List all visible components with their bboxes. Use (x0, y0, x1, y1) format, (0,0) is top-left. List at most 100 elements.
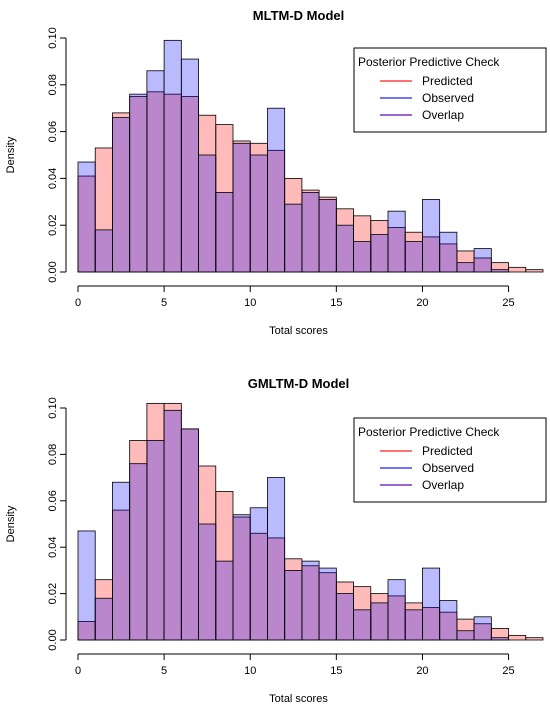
y-tick-label: 0.04 (47, 168, 59, 189)
y-tick-label: 0.08 (47, 444, 59, 465)
x-tick-label: 0 (75, 665, 81, 677)
bar-observed-3 (129, 93, 148, 273)
bar-observed-12 (284, 203, 303, 273)
bar-observed-5 (163, 39, 182, 273)
histogram-bars (77, 39, 544, 273)
x-axis: 0 5 10 15 20 25 (75, 653, 515, 677)
mltm-d-panel: MLTM-D Model Total scores Density 0 5 10 15… (5, 8, 547, 337)
bar-observed-9 (232, 514, 251, 641)
legend-entry-overlap: Overlap (422, 478, 464, 492)
bar-observed-14 (318, 199, 337, 273)
bar-observed-20 (422, 567, 441, 641)
bar-predicted-26 (525, 637, 544, 641)
bar-observed-23 (473, 616, 492, 641)
x-tick-label: 15 (330, 297, 342, 309)
bar-observed-7 (198, 154, 217, 273)
bar-observed-24 (490, 269, 509, 273)
x-tick-label: 20 (416, 665, 428, 677)
x-tick-label: 20 (416, 297, 428, 309)
bar-observed-17 (370, 234, 389, 273)
legend-entry-predicted: Predicted (422, 444, 473, 458)
bar-observed-6 (180, 428, 199, 641)
legend-entry-overlap: Overlap (422, 108, 464, 122)
bar-observed-3 (129, 463, 148, 641)
bar-observed-21 (439, 231, 458, 273)
bar-observed-2 (112, 481, 131, 641)
y-tick-label: 0.10 (47, 397, 59, 418)
bar-observed-24 (490, 637, 509, 641)
legend-title: Posterior Predictive Check (358, 55, 500, 69)
chart-title: GMLTM-D Model (248, 376, 350, 391)
legend-box (353, 417, 547, 503)
y-tick-label: 0.04 (47, 536, 59, 557)
y-tick-label: 0.02 (47, 214, 59, 235)
x-tick-label: 25 (502, 297, 514, 309)
bar-observed-10 (249, 154, 268, 273)
legend-title: Posterior Predictive Check (358, 425, 500, 439)
bar-observed-20 (422, 199, 441, 273)
y-axis: 0.00 0.02 0.04 0.06 0.08 0.10 (47, 27, 67, 283)
y-axis: 0.00 0.02 0.04 0.06 0.08 0.10 (47, 397, 67, 651)
y-tick-label: 0.08 (47, 74, 59, 95)
bar-observed-12 (284, 570, 303, 641)
y-tick-label: 0.06 (47, 121, 59, 142)
bar-observed-4 (146, 70, 165, 273)
bar-observed-22 (456, 262, 475, 273)
bar-predicted-25 (508, 634, 527, 641)
histogram-bars (77, 402, 544, 641)
y-tick-label: 0.10 (47, 27, 59, 48)
bar-observed-19 (404, 241, 423, 273)
bar-observed-16 (353, 609, 372, 641)
x-tick-label: 15 (330, 665, 342, 677)
gmltm-d-panel: GMLTM-D Model Total scores Density 0 5 10 1… (5, 376, 547, 705)
bar-observed-9 (232, 142, 251, 273)
bar-observed-6 (180, 58, 199, 273)
bar-observed-7 (198, 523, 217, 641)
bar-observed-13 (301, 192, 320, 273)
y-tick-label: 0.06 (47, 490, 59, 511)
bar-observed-10 (249, 507, 268, 641)
legend-entry-observed: Observed (422, 461, 474, 475)
bar-observed-17 (370, 602, 389, 641)
x-axis-label: Total scores (269, 693, 328, 705)
bar-observed-0 (77, 530, 96, 641)
bar-predicted-25 (508, 266, 527, 273)
bar-observed-11 (267, 107, 286, 273)
legend-entry-observed: Observed (422, 91, 474, 105)
y-tick-label: 0.00 (47, 629, 59, 650)
bar-observed-1 (94, 597, 113, 641)
bar-observed-14 (318, 567, 337, 641)
bar-observed-11 (267, 477, 286, 641)
legend: Posterior Predictive Check Predicted Obs… (353, 417, 547, 503)
bar-observed-1 (94, 229, 113, 273)
x-tick-label: 10 (244, 665, 256, 677)
y-axis-label: Density (5, 505, 17, 542)
x-tick-label: 5 (161, 665, 167, 677)
legend: Posterior Predictive Check Predicted Obs… (353, 47, 547, 133)
bar-observed-8 (215, 560, 234, 641)
bar-observed-19 (404, 609, 423, 641)
bar-observed-16 (353, 241, 372, 273)
bar-observed-8 (215, 192, 234, 273)
x-tick-label: 5 (161, 297, 167, 309)
bar-observed-0 (77, 161, 96, 273)
bar-observed-2 (112, 117, 131, 273)
bar-observed-22 (456, 630, 475, 641)
bar-observed-23 (473, 248, 492, 273)
bar-observed-13 (301, 560, 320, 641)
y-tick-label: 0.00 (47, 261, 59, 282)
bar-observed-5 (163, 409, 182, 641)
legend-entry-predicted: Predicted (422, 74, 473, 88)
chart-title: MLTM-D Model (253, 8, 344, 23)
x-tick-label: 10 (244, 297, 256, 309)
y-tick-label: 0.02 (47, 583, 59, 604)
bar-observed-18 (387, 579, 406, 641)
x-axis: 0 5 10 15 20 25 (75, 285, 515, 309)
x-tick-label: 25 (502, 665, 514, 677)
bar-predicted-26 (525, 269, 544, 273)
legend-box (353, 47, 547, 133)
x-tick-label: 0 (75, 297, 81, 309)
y-axis-label: Density (5, 136, 17, 173)
bar-observed-15 (335, 224, 354, 273)
